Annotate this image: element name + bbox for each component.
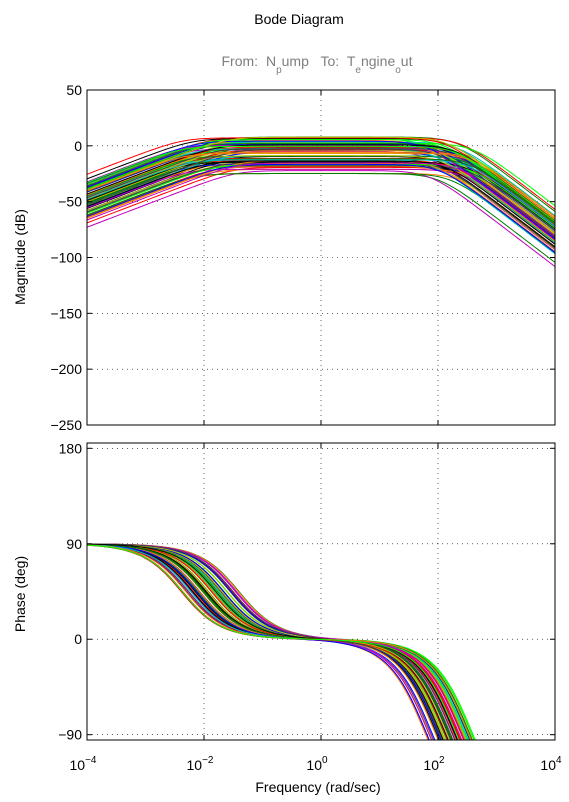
magnitude-axis-label: Magnitude (dB) xyxy=(12,209,28,305)
magnitude-series-line xyxy=(87,165,555,232)
y-tick-label: 90 xyxy=(66,536,82,552)
magnitude-series-line xyxy=(87,170,555,267)
magnitude-panel: 50 0 −50 −100 −150 −200 −250 xyxy=(50,82,556,433)
magnitude-series-line xyxy=(87,155,555,242)
x-tick-label: 104 xyxy=(540,755,562,773)
phase-series-line xyxy=(87,544,460,740)
y-tick-label: −100 xyxy=(50,250,82,266)
y-tick-label: 180 xyxy=(59,440,83,456)
magnitude-series-line xyxy=(87,160,555,245)
y-tick-label: 50 xyxy=(66,82,82,98)
phase-series-group xyxy=(87,543,476,740)
y-tick-label: −150 xyxy=(50,305,82,321)
y-tick-label: −250 xyxy=(50,417,82,433)
magnitude-series-line xyxy=(87,158,555,225)
x-tick-label: 10−4 xyxy=(70,755,97,773)
phase-series-line xyxy=(87,543,463,740)
phase-panel: 180 90 0 −90 10−4 10−2 100 102 104 xyxy=(58,440,562,773)
x-tick-label: 10−2 xyxy=(187,755,214,773)
phase-axes-frame xyxy=(86,442,556,741)
phase-axis-label: Phase (deg) xyxy=(12,556,28,632)
x-axis-label: Frequency (rad/sec) xyxy=(255,779,380,795)
magnitude-series-line xyxy=(87,138,555,225)
x-tick-label: 102 xyxy=(423,755,445,773)
y-tick-label: −200 xyxy=(50,361,82,377)
y-tick-label: 0 xyxy=(74,138,82,154)
magnitude-series-line xyxy=(87,148,555,238)
magnitude-series-group xyxy=(87,136,555,267)
y-tick-label: −50 xyxy=(58,194,82,210)
magnitude-series-line xyxy=(87,136,555,220)
magnitude-series-line xyxy=(87,145,555,222)
chart-subtitle: From: Npump To: Tengineout xyxy=(222,53,413,76)
magnitude-series-line xyxy=(87,155,555,224)
magnitude-series-line xyxy=(87,147,555,227)
phase-grid xyxy=(87,443,555,740)
chart-title: Bode Diagram xyxy=(254,11,344,27)
y-tick-label: −90 xyxy=(58,727,82,743)
magnitude-series-line xyxy=(87,159,555,227)
magnitude-series-line xyxy=(87,151,555,218)
x-tick-label: 100 xyxy=(306,755,328,773)
magnitude-series-line xyxy=(87,163,555,253)
y-tick-label: 0 xyxy=(74,631,82,647)
phase-series-line xyxy=(87,544,430,740)
